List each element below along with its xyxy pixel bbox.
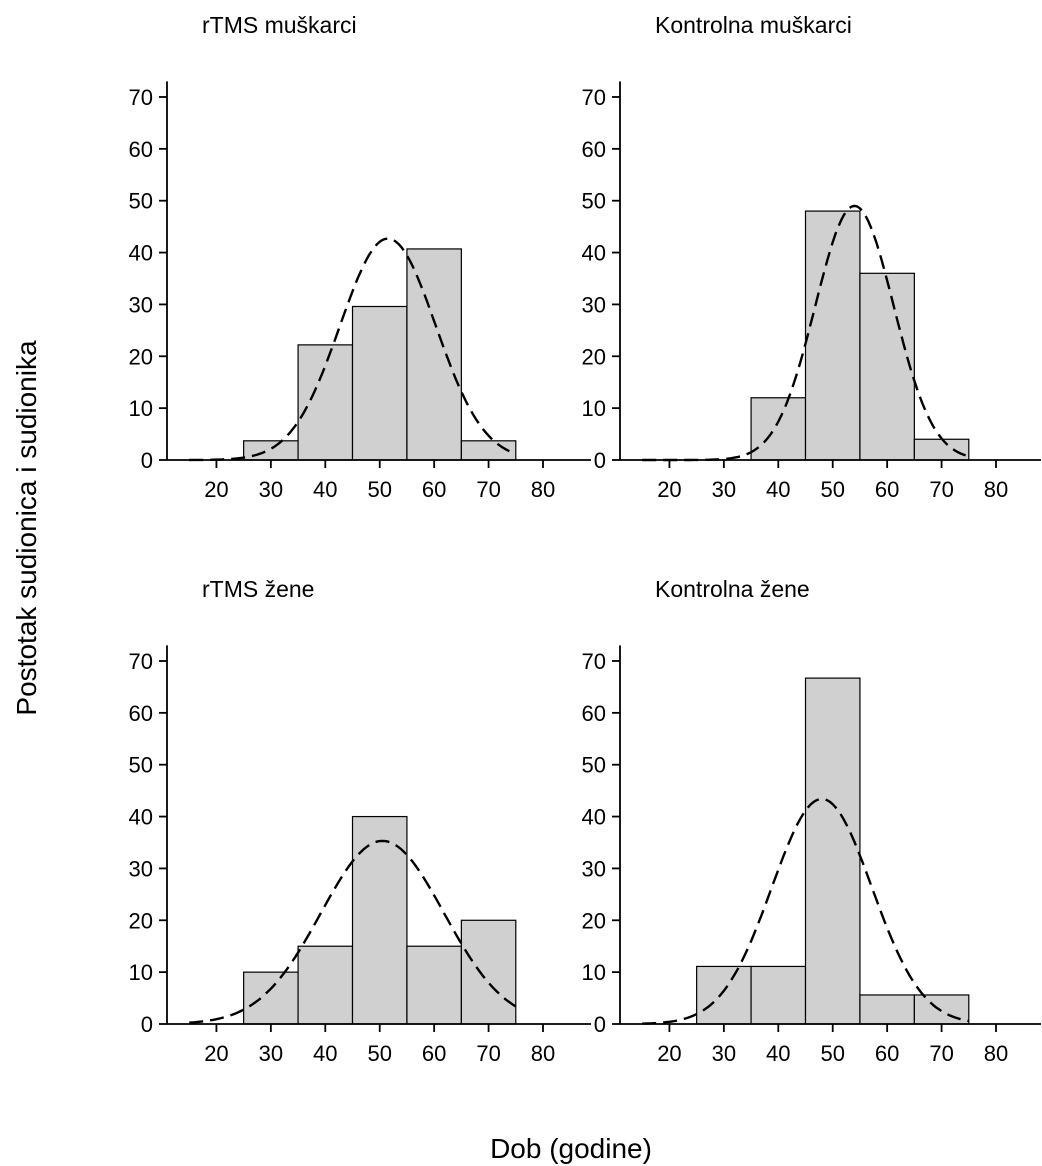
x-tick-label-kontrolna-zene-30: 30: [712, 1041, 736, 1066]
x-tick-label-rtms-zene-70: 70: [476, 1041, 500, 1066]
x-tick-label-kontrolna-muskarci-50: 50: [820, 477, 844, 502]
bar-rtms-muskarci-25-35: [244, 441, 298, 460]
panel-rtms-muskarci: rTMS muškarci 0 10 20 30 40 50 60 70 20 30 40 50 60 70…: [129, 12, 591, 502]
bar-kontrolna-zene-45-55: [806, 678, 860, 1024]
x-tick-label-rtms-muskarci-60: 60: [422, 477, 446, 502]
bar-rtms-muskarci-55-65: [407, 249, 461, 460]
bar-kontrolna-zene-35-45: [751, 966, 805, 1024]
x-tick-label-kontrolna-zene-50: 50: [820, 1041, 844, 1066]
x-tick-label-rtms-zene-60: 60: [422, 1041, 446, 1066]
x-tick-label-rtms-zene-50: 50: [367, 1041, 391, 1066]
x-tick-label-kontrolna-zene-20: 20: [657, 1041, 681, 1066]
y-tick-label-rtms-muskarci-40: 40: [129, 241, 153, 266]
bar-kontrolna-zene-55-65: [860, 995, 914, 1024]
y-tick-label-kontrolna-zene-10: 10: [582, 960, 606, 985]
y-tick-label-kontrolna-muskarci-50: 50: [582, 189, 606, 214]
y-tick-label-rtms-muskarci-10: 10: [129, 396, 153, 421]
y-tick-label-rtms-zene-10: 10: [129, 960, 153, 985]
bar-rtms-zene-65-75: [461, 920, 515, 1024]
y-tick-label-kontrolna-muskarci-10: 10: [582, 396, 606, 421]
y-tick-label-rtms-zene-70: 70: [129, 649, 153, 674]
x-tick-label-kontrolna-zene-80: 80: [984, 1041, 1008, 1066]
bar-rtms-zene-55-65: [407, 946, 461, 1024]
x-tick-label-rtms-muskarci-50: 50: [367, 477, 391, 502]
panel-title-kontrolna-zene: Kontrolna žene: [655, 576, 810, 602]
x-tick-label-rtms-muskarci-40: 40: [313, 477, 337, 502]
x-tick-label-rtms-muskarci-70: 70: [476, 477, 500, 502]
x-tick-label-kontrolna-muskarci-70: 70: [929, 477, 953, 502]
x-axis-title: Dob (godine): [490, 1133, 652, 1164]
x-tick-label-kontrolna-muskarci-40: 40: [766, 477, 790, 502]
y-tick-label-rtms-zene-50: 50: [129, 753, 153, 778]
bar-rtms-muskarci-45-55: [353, 306, 407, 460]
x-tick-label-kontrolna-zene-40: 40: [766, 1041, 790, 1066]
x-tick-label-rtms-zene-40: 40: [313, 1041, 337, 1066]
y-tick-label-kontrolna-muskarci-40: 40: [582, 241, 606, 266]
bar-kontrolna-muskarci-55-65: [860, 273, 914, 460]
x-tick-label-kontrolna-zene-70: 70: [929, 1041, 953, 1066]
y-tick-label-kontrolna-muskarci-30: 30: [582, 292, 606, 317]
bar-kontrolna-muskarci-35-45: [751, 398, 805, 460]
y-tick-label-kontrolna-muskarci-0: 0: [594, 448, 606, 473]
y-tick-label-kontrolna-muskarci-60: 60: [582, 137, 606, 162]
y-axis-title: Postotak sudionica i sudionika: [11, 340, 42, 716]
y-tick-label-kontrolna-zene-30: 30: [582, 856, 606, 881]
y-tick-label-rtms-zene-40: 40: [129, 805, 153, 830]
y-tick-label-rtms-muskarci-0: 0: [141, 448, 153, 473]
bar-kontrolna-muskarci-65-75: [914, 439, 968, 460]
x-tick-label-kontrolna-muskarci-60: 60: [875, 477, 899, 502]
y-tick-label-kontrolna-zene-40: 40: [582, 805, 606, 830]
y-tick-label-rtms-zene-30: 30: [129, 856, 153, 881]
bar-rtms-zene-25-35: [244, 972, 298, 1024]
panel-kontrolna-muskarci: Kontrolna muškarci 0 10 20 30 40 50 60 70 20 30 40 5…: [582, 12, 1041, 502]
x-tick-label-kontrolna-muskarci-20: 20: [657, 477, 681, 502]
panel-rtms-zene: rTMS žene 0 10 20 30 40 50 60 70 20 30 40 50 60 70 80: [129, 576, 591, 1066]
y-tick-label-kontrolna-muskarci-20: 20: [582, 344, 606, 369]
y-tick-label-rtms-muskarci-50: 50: [129, 189, 153, 214]
panel-kontrolna-zene: Kontrolna žene 0 10 20 30 40 50 60 70 20 30 40 50 60 7…: [582, 576, 1041, 1066]
x-tick-label-kontrolna-muskarci-80: 80: [984, 477, 1008, 502]
panel-title-kontrolna-muskarci: Kontrolna muškarci: [655, 12, 852, 38]
x-tick-label-rtms-zene-30: 30: [259, 1041, 283, 1066]
x-tick-label-rtms-zene-20: 20: [204, 1041, 228, 1066]
x-tick-label-rtms-muskarci-20: 20: [204, 477, 228, 502]
y-tick-label-rtms-zene-20: 20: [129, 908, 153, 933]
x-tick-label-kontrolna-muskarci-30: 30: [712, 477, 736, 502]
y-tick-label-kontrolna-zene-50: 50: [582, 753, 606, 778]
panel-title-rtms-muskarci: rTMS muškarci: [202, 12, 357, 38]
bar-kontrolna-muskarci-45-55: [806, 211, 860, 460]
y-tick-label-kontrolna-zene-20: 20: [582, 908, 606, 933]
y-tick-label-kontrolna-zene-0: 0: [594, 1012, 606, 1037]
y-tick-label-rtms-muskarci-20: 20: [129, 344, 153, 369]
bar-rtms-zene-35-45: [298, 946, 352, 1024]
bar-rtms-muskarci-35-45: [298, 345, 352, 460]
y-tick-label-kontrolna-muskarci-70: 70: [582, 85, 606, 110]
x-tick-label-rtms-muskarci-30: 30: [259, 477, 283, 502]
x-tick-label-rtms-muskarci-80: 80: [531, 477, 555, 502]
x-tick-label-kontrolna-zene-60: 60: [875, 1041, 899, 1066]
x-tick-label-rtms-zene-80: 80: [531, 1041, 555, 1066]
y-tick-label-rtms-muskarci-30: 30: [129, 292, 153, 317]
bar-kontrolna-zene-65-75: [914, 995, 968, 1024]
panel-title-rtms-zene: rTMS žene: [202, 576, 314, 602]
bar-kontrolna-zene-25-35: [697, 966, 751, 1024]
y-tick-label-kontrolna-zene-70: 70: [582, 649, 606, 674]
y-tick-label-rtms-zene-60: 60: [129, 701, 153, 726]
y-tick-label-rtms-muskarci-70: 70: [129, 85, 153, 110]
y-tick-label-rtms-muskarci-60: 60: [129, 137, 153, 162]
y-tick-label-rtms-zene-0: 0: [141, 1012, 153, 1037]
y-tick-label-kontrolna-zene-60: 60: [582, 701, 606, 726]
